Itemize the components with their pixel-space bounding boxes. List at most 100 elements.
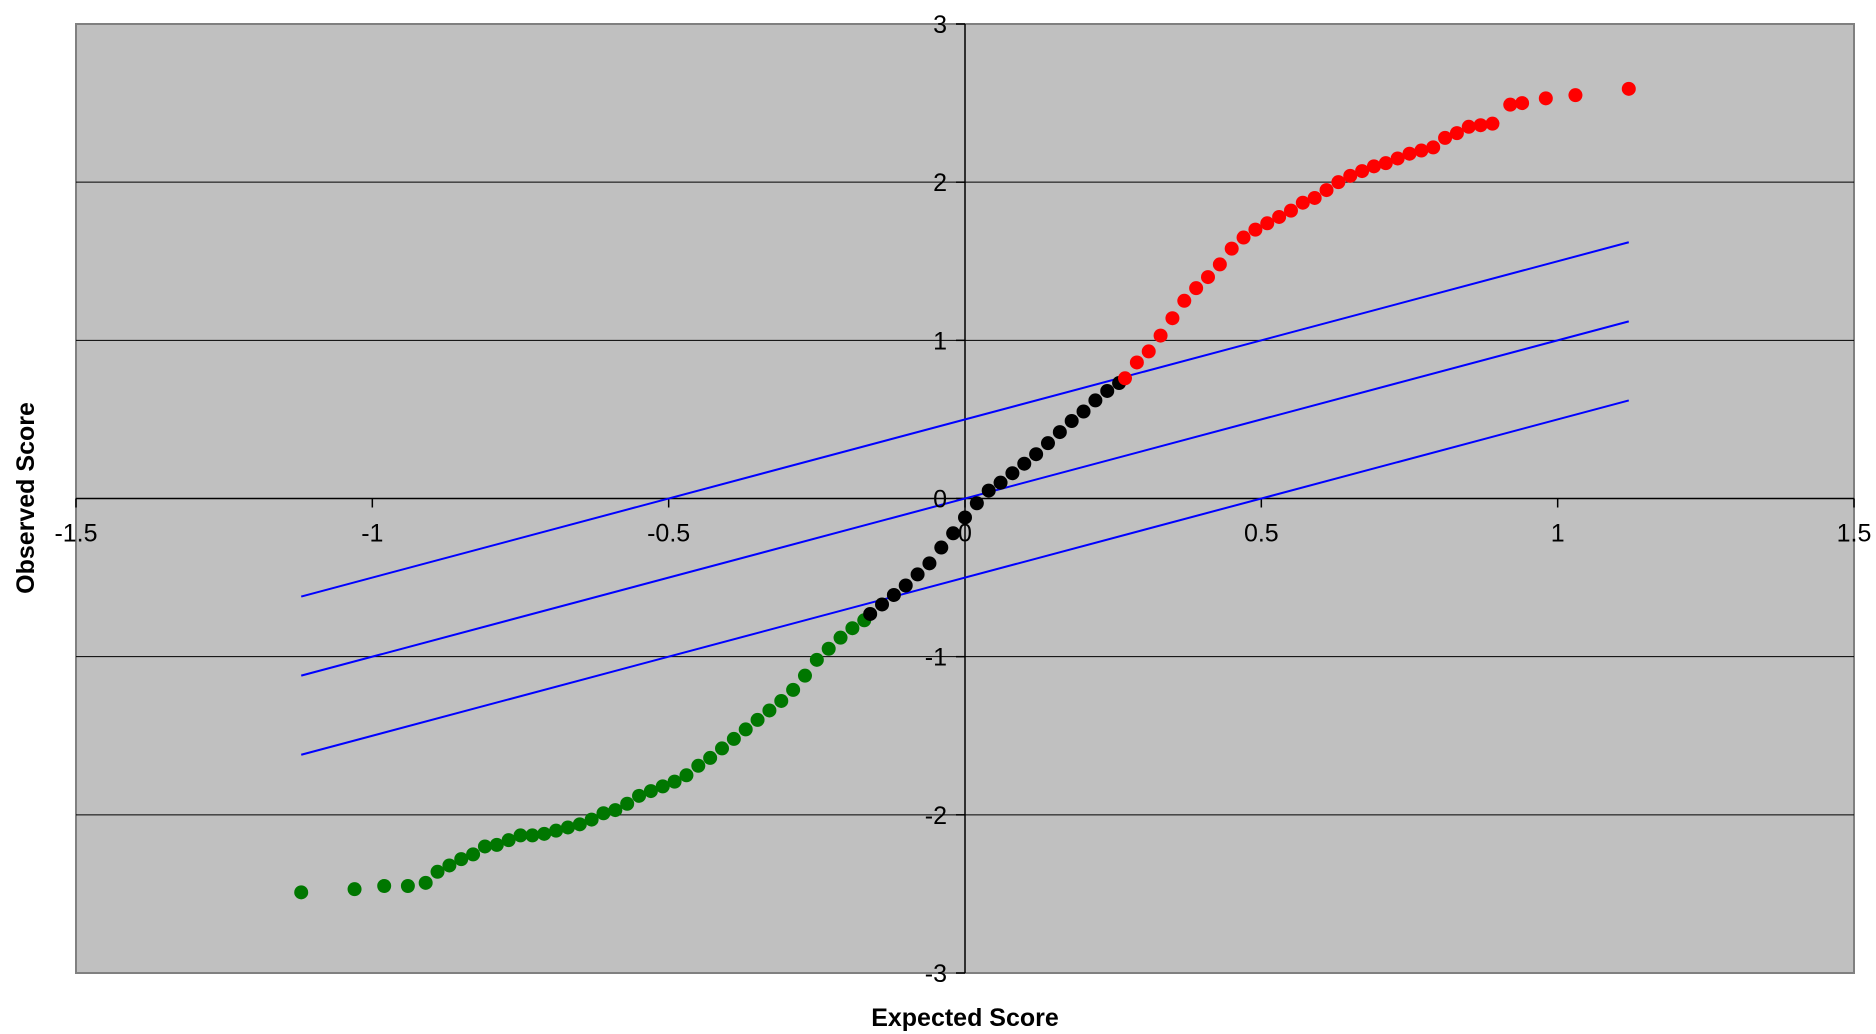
- data-point-s2-4: [1165, 311, 1180, 326]
- data-point-s0-34: [774, 693, 789, 708]
- x-tick-label-4: 0.5: [1244, 520, 1279, 548]
- reference-lines: [300, 241, 1630, 756]
- data-point-s0-12: [513, 828, 528, 843]
- data-point-s0-22: [632, 788, 647, 803]
- data-point-s1-18: [1076, 404, 1091, 419]
- data-point-s0-8: [466, 847, 481, 862]
- data-point-s0-6: [442, 858, 457, 873]
- data-point-s1-14: [1029, 447, 1044, 462]
- data-point-s2-21: [1366, 159, 1381, 174]
- reference-line-1: [300, 320, 1630, 677]
- data-point-s2-22: [1378, 156, 1393, 171]
- data-point-s0-25: [667, 774, 682, 789]
- data-point-s2-28: [1449, 126, 1464, 141]
- data-point-s2-34: [1538, 91, 1553, 106]
- data-point-s2-3: [1153, 328, 1168, 343]
- data-point-s2-29: [1461, 119, 1476, 134]
- data-point-s0-17: [572, 817, 587, 832]
- data-point-s2-30: [1473, 118, 1488, 133]
- y-tick-label-2: 1: [933, 327, 947, 355]
- data-point-s0-21: [620, 796, 635, 811]
- data-point-s2-1: [1129, 355, 1144, 370]
- data-point-s1-17: [1064, 413, 1079, 428]
- y-tick-label-4: -1: [925, 644, 947, 672]
- data-point-s0-10: [489, 837, 504, 852]
- data-point-s0-14: [537, 826, 552, 841]
- data-point-s0-11: [501, 833, 516, 848]
- data-point-s1-0: [863, 606, 878, 621]
- data-point-s2-23: [1390, 151, 1405, 166]
- data-point-s0-37: [809, 652, 824, 667]
- reference-line-0: [300, 241, 1630, 598]
- data-point-s0-4: [418, 875, 433, 890]
- data-point-s0-3: [400, 879, 415, 894]
- data-point-s0-30: [726, 731, 741, 746]
- data-point-s0-27: [691, 758, 706, 773]
- data-point-s2-35: [1568, 88, 1583, 103]
- x-tick-label-2: -0.5: [647, 520, 690, 548]
- data-point-s2-2: [1141, 344, 1156, 359]
- data-point-s2-6: [1189, 281, 1204, 296]
- data-point-s0-1: [347, 882, 362, 897]
- data-point-s2-33: [1515, 96, 1530, 111]
- data-point-s0-19: [596, 806, 611, 821]
- data-point-s0-40: [845, 621, 860, 636]
- data-point-s2-0: [1118, 371, 1133, 386]
- y-tick-label-6: -3: [925, 960, 947, 988]
- data-point-s0-26: [679, 768, 694, 783]
- data-point-s2-27: [1438, 130, 1453, 145]
- data-point-s1-19: [1088, 393, 1103, 408]
- data-point-s2-12: [1260, 216, 1275, 231]
- tick-labels: -1.5 -1 -0.5 0 0.5 1 1.5 3 2 1 0 -1 -2 -3: [54, 11, 1871, 988]
- data-point-s0-0: [294, 885, 309, 900]
- data-point-s1-8: [958, 510, 972, 525]
- data-point-s1-11: [993, 475, 1008, 490]
- data-point-s1-15: [1040, 436, 1055, 451]
- data-point-s0-18: [584, 812, 599, 827]
- data-point-s1-3: [898, 578, 913, 593]
- data-point-s1-7: [946, 526, 961, 541]
- data-point-s0-5: [430, 864, 445, 879]
- data-point-s1-10: [981, 483, 996, 498]
- data-point-s0-15: [549, 823, 564, 838]
- data-point-s1-12: [1005, 466, 1020, 481]
- data-point-s1-1: [875, 597, 890, 612]
- data-point-s2-13: [1272, 209, 1287, 224]
- data-point-s2-9: [1224, 241, 1239, 256]
- data-point-s2-31: [1485, 116, 1500, 131]
- data-points: [294, 81, 1636, 900]
- data-point-s2-24: [1402, 146, 1417, 161]
- data-point-s0-38: [821, 641, 836, 656]
- data-point-s0-13: [525, 828, 540, 843]
- x-tick-label-6: 1.5: [1837, 520, 1872, 548]
- x-tick-label-3: 0: [958, 520, 972, 548]
- data-point-s2-14: [1283, 203, 1298, 218]
- y-tick-label-0: 3: [933, 11, 947, 39]
- y-axis-title: Observed Score: [12, 402, 40, 594]
- data-point-s0-20: [608, 803, 623, 818]
- data-point-s2-20: [1355, 164, 1370, 179]
- y-tick-label-3: 0: [933, 486, 947, 514]
- data-point-s1-20: [1100, 383, 1115, 398]
- data-point-s2-36: [1621, 81, 1636, 96]
- data-point-s0-28: [703, 750, 718, 765]
- x-axis-title: Expected Score: [871, 1004, 1059, 1032]
- data-point-s0-33: [762, 703, 777, 718]
- data-point-s2-10: [1236, 230, 1251, 245]
- data-point-s2-11: [1248, 222, 1263, 237]
- data-point-s0-36: [797, 668, 812, 683]
- data-point-s0-23: [643, 784, 658, 799]
- y-tick-label-5: -2: [925, 802, 947, 830]
- data-point-s2-7: [1200, 270, 1215, 285]
- data-point-s1-2: [886, 587, 901, 602]
- y-tick-label-1: 2: [933, 169, 947, 197]
- data-point-s0-39: [833, 630, 848, 645]
- data-point-s0-24: [655, 779, 670, 794]
- data-point-s1-13: [1017, 456, 1032, 471]
- data-point-s0-16: [560, 820, 575, 835]
- data-point-s2-15: [1295, 195, 1310, 210]
- data-point-s2-19: [1343, 168, 1358, 183]
- data-point-s0-9: [477, 839, 492, 854]
